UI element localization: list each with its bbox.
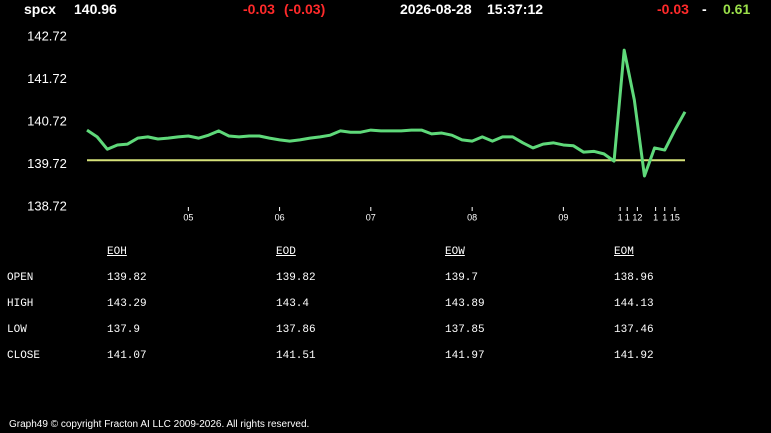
row-label: LOW (7, 324, 27, 336)
bid: -0.03 (657, 1, 689, 17)
y-tick-label: 142.72 (27, 28, 67, 43)
column-header: EOH (107, 246, 127, 258)
y-tick-label: 141.72 (27, 71, 67, 86)
cell: 137.85 (445, 324, 485, 336)
cell: 141.92 (614, 350, 654, 362)
column-header: EOD (276, 246, 296, 258)
cell: 139.82 (276, 272, 316, 284)
cell: 137.86 (276, 324, 316, 336)
chart: 138.72 139.72 140.72 141.72 142.72 05 06 07 08 09… (27, 28, 687, 222)
x-tick-label: 15 (670, 212, 680, 222)
y-tick-label: 139.72 (27, 156, 67, 171)
cell: 137.9 (107, 324, 141, 336)
x-tick-label: 09 (558, 212, 568, 222)
cell: 139.82 (107, 272, 147, 284)
cell: 143.89 (445, 298, 485, 310)
cell: 139.7 (445, 272, 479, 284)
row-label: OPEN (7, 272, 34, 284)
x-tick-label: 05 (183, 212, 193, 222)
x-tick-label: 1 (653, 212, 658, 222)
column-header: EOM (614, 246, 634, 258)
price-line (86, 48, 687, 178)
x-tick-label: 1 (625, 212, 630, 222)
cell: 138.96 (614, 272, 654, 284)
symbol: spcx (24, 1, 56, 17)
ask: 0.61 (723, 1, 751, 17)
cell: 141.97 (445, 350, 485, 362)
row-label: HIGH (7, 298, 34, 310)
y-tick-label: 138.72 (27, 198, 67, 213)
time: 15:37:12 (487, 1, 544, 17)
x-tick-label: 1 (662, 212, 667, 222)
cell: 144.13 (614, 298, 654, 310)
change-pct: (-0.03) (284, 1, 326, 17)
column-header: EOW (445, 246, 465, 258)
cell: 143.4 (276, 298, 310, 310)
x-tick-label: 08 (467, 212, 477, 222)
cell: 141.07 (107, 350, 147, 362)
date: 2026-08-28 (400, 1, 472, 17)
row-label: CLOSE (7, 350, 41, 362)
x-tick-label: 07 (366, 212, 376, 222)
cell: 137.46 (614, 324, 654, 336)
x-tick-label: 12 (632, 212, 642, 222)
footer: Graph49 © copyright Fracton AI LLC 2009-… (9, 419, 310, 430)
cell: 143.29 (107, 298, 147, 310)
separator: - (702, 1, 707, 17)
y-tick-label: 140.72 (27, 113, 67, 128)
x-tick-label: 06 (275, 212, 285, 222)
change: -0.03 (243, 1, 275, 17)
price: 140.96 (74, 1, 117, 17)
x-tick-label: 1 (618, 212, 623, 222)
cell: 141.51 (276, 350, 316, 362)
